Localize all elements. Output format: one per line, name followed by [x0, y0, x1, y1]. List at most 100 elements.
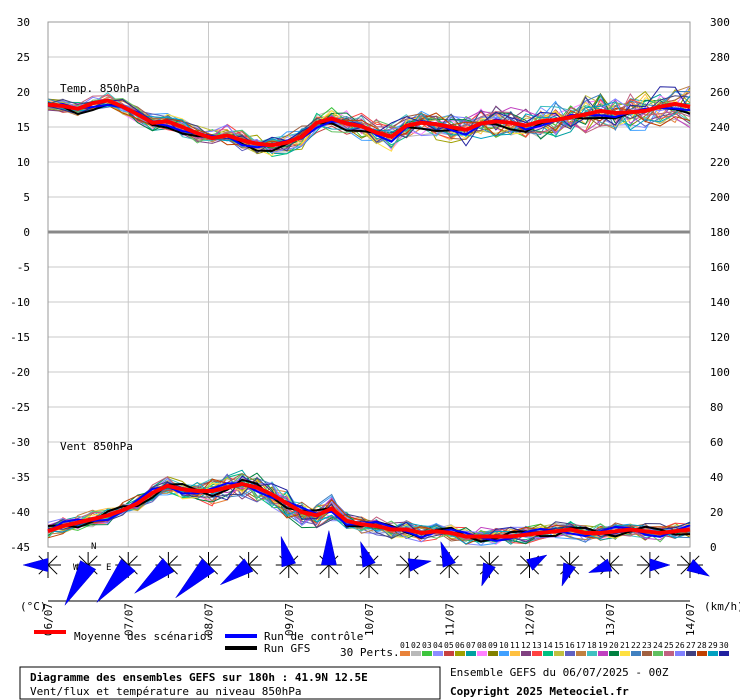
wind-rose [64, 552, 102, 606]
pert-number: 23 [642, 641, 652, 650]
x-tick-label: 14/07 [684, 603, 697, 636]
pert-swatch [675, 651, 685, 656]
left-tick-label: 0 [23, 226, 30, 239]
wind-rose-spoke [640, 555, 651, 566]
x-tick-label: 09/07 [283, 603, 296, 636]
legend-label-control: Run de contrôle [264, 630, 363, 643]
wind-wedge [220, 558, 254, 585]
wind-rose-spoke [519, 555, 530, 566]
x-axis: 06/07 07/07 08/07 09/07 10/07 11/07 12/07 13/07… [42, 600, 697, 636]
pert-swatch [444, 651, 454, 656]
wind-rose [587, 552, 623, 578]
grid [47, 21, 691, 548]
wind-wedge [587, 558, 613, 573]
right-tick-label: 160 [710, 261, 730, 274]
pert-number: 19 [598, 641, 608, 650]
wind-rose-spoke [399, 555, 410, 566]
pert-swatch [521, 651, 531, 656]
pert-swatch [653, 651, 663, 656]
wind-member-line [47, 481, 691, 545]
wind-roses: N W E [22, 530, 711, 606]
wind-rose-spoke [87, 555, 98, 566]
pert-number: 29 [708, 641, 718, 650]
wind-rose-spoke [319, 564, 330, 575]
x-tick-label: 08/07 [203, 603, 216, 636]
x-tick-label: 06/07 [42, 603, 55, 636]
perturbation-key: 01 02 03 04 05 06 07 08 09 10 11 12 13 14 15 16 17 18 19 20… [400, 641, 729, 656]
left-tick-label: -30 [10, 436, 30, 449]
pert-swatch [587, 651, 597, 656]
wind-rose [356, 540, 382, 578]
legend: Moyenne des scénarios Run de contrôle Ru… [34, 630, 729, 659]
wind-wedge [64, 560, 97, 606]
x-tick-label: 10/07 [363, 603, 376, 636]
left-tick-label: -20 [10, 366, 30, 379]
pert-swatch [532, 651, 542, 656]
right-tick-label: 40 [710, 471, 723, 484]
wind-wedge [175, 558, 216, 599]
wind-rose [436, 540, 463, 578]
legend-label-gfs: Run GFS [264, 642, 310, 655]
left-tick-label: 30 [17, 16, 30, 29]
legend-swatch-mean [34, 630, 66, 634]
x-tick-label: 13/07 [604, 603, 617, 636]
wind-rose-spoke [640, 564, 651, 575]
pert-swatch [576, 651, 586, 656]
wind-rose-spoke [248, 564, 259, 575]
pert-swatch [697, 651, 707, 656]
title-box [19, 666, 441, 700]
wind-panel-label: Vent 850hPa [60, 440, 133, 453]
wind-rose-spoke [288, 564, 299, 575]
right-axis: 3002802602402202001801601401201008060402… [710, 16, 730, 554]
wind-rose-spoke [448, 564, 459, 575]
pert-swatch [400, 651, 410, 656]
pert-number: 11 [510, 641, 520, 650]
right-tick-label: 180 [710, 226, 730, 239]
right-tick-label: 280 [710, 51, 730, 64]
left-tick-label: -15 [10, 331, 30, 344]
wind-rose-spoke [519, 564, 530, 575]
left-tick-label: 25 [17, 51, 30, 64]
pert-number: 02 [411, 641, 421, 650]
right-tick-label: 140 [710, 296, 730, 309]
x-tick-label: 12/07 [524, 603, 537, 636]
temp-panel-label: Temp. 850hPa [60, 82, 139, 95]
pert-number: 24 [653, 641, 663, 650]
mean-wind-line [47, 481, 691, 539]
pert-number: 01 [400, 641, 410, 650]
pert-number: 05 [444, 641, 454, 650]
pert-swatch [422, 651, 432, 656]
right-tick-label: 200 [710, 191, 730, 204]
run-info: Ensemble GEFS du 06/07/2025 - 00Z [450, 666, 669, 679]
wind-rose [22, 552, 61, 578]
right-tick-label: 300 [710, 16, 730, 29]
plot-frame [47, 21, 691, 548]
main-series [47, 98, 691, 543]
wind-rose [175, 552, 222, 599]
wind-rose-spoke [399, 564, 410, 575]
wind-rose-spoke [168, 555, 178, 566]
legend-swatch-gfs [225, 646, 257, 650]
left-unit-label: (°C) [20, 600, 47, 613]
wind-rose-spoke [439, 564, 450, 575]
wind-rose-spoke [569, 555, 580, 566]
left-tick-label: -25 [10, 401, 30, 414]
pert-swatch [488, 651, 498, 656]
x-tick-label: 11/07 [443, 603, 456, 636]
gfs-temp-line [47, 102, 691, 153]
right-tick-label: 60 [710, 436, 723, 449]
wind-rose-spoke [279, 564, 290, 575]
pert-number: 28 [697, 641, 707, 650]
pert-swatch [664, 651, 674, 656]
pert-number: 09 [488, 641, 498, 650]
wind-rose [636, 552, 671, 578]
right-unit-label: (km/h) [704, 600, 740, 613]
left-tick-label: 10 [17, 156, 30, 169]
pert-number: 18 [587, 641, 597, 650]
copyright: Copyright 2025 Meteociel.fr [450, 685, 629, 698]
pert-swatch [411, 651, 421, 656]
wind-wedge [526, 554, 548, 571]
pert-swatch [609, 651, 619, 656]
compass-n-label: N [91, 542, 96, 552]
pert-swatch [642, 651, 652, 656]
